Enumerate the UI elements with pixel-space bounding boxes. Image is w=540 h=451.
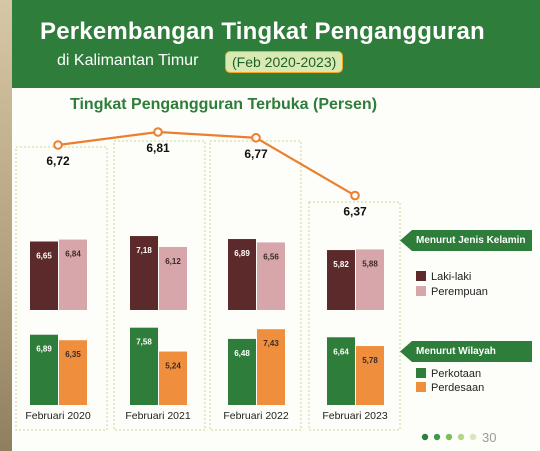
region-bar-label: 5,78: [362, 356, 378, 365]
trend-point: [53, 140, 63, 150]
region-bar-label: 6,64: [333, 347, 349, 356]
legend-perkotaan: Perkotaan: [416, 368, 481, 380]
gender-bar-b: [356, 249, 384, 310]
legend-perempuan: Perempuan: [416, 286, 488, 298]
x-tick-label: Februari 2021: [125, 410, 191, 422]
region-legend-tag: Menurut Wilayah: [400, 341, 532, 362]
region-bar-b: [356, 346, 384, 405]
page-dot: [457, 433, 465, 441]
legend-perkotaan-swatch: [416, 368, 426, 378]
legend-laki: Laki-laki: [416, 271, 471, 283]
year-box: [308, 201, 401, 431]
region-bar-a: [30, 334, 58, 405]
trend-value-label: 6,77: [244, 147, 268, 161]
region-bar-label: 5,24: [165, 362, 181, 371]
gender-bar-label: 6,12: [165, 257, 181, 266]
region-bar-label: 6,89: [36, 345, 52, 354]
page-dot: [433, 433, 441, 441]
period-badge: (Feb 2020-2023): [225, 51, 344, 73]
region-bar-a: [130, 327, 158, 405]
gender-bar-a: [30, 241, 58, 310]
x-tick-label: Februari 2022: [223, 410, 289, 422]
trend-point: [251, 132, 261, 143]
gender-bar-b: [159, 246, 187, 310]
region-bar-a: [228, 338, 256, 405]
legend-perempuan-label: Perempuan: [431, 286, 488, 298]
legend-perempuan-swatch: [416, 286, 426, 296]
legend-laki-label: Laki-laki: [431, 271, 472, 283]
region-bar-b: [257, 329, 285, 405]
pagination-dots: [421, 433, 477, 441]
region-bar-a: [327, 337, 355, 405]
legend-perkotaan-label: Perkotaan: [431, 368, 482, 380]
gender-bar-a: [130, 236, 158, 310]
gender-bar-label: 5,88: [362, 259, 378, 268]
legend-perdesaan: Perdesaan: [416, 382, 484, 394]
legend-perdesaan-swatch: [416, 382, 426, 392]
legend-laki-swatch: [416, 271, 426, 281]
trend-value-label: 6,81: [146, 141, 170, 155]
gender-bar-label: 6,56: [263, 252, 279, 261]
region-bar-label: 7,58: [136, 338, 152, 347]
gender-bar-b: [59, 239, 87, 310]
region-bar-label: 6,35: [65, 350, 81, 359]
slide-title: Perkembangan Tingkat Pengangguran: [40, 18, 485, 45]
year-box: [113, 140, 206, 431]
page-dot: [469, 433, 477, 441]
x-tick-label: Februari 2020: [25, 410, 91, 422]
region-bar-b: [59, 340, 87, 405]
chart-title: Tingkat Pengangguran Terbuka (Persen): [70, 96, 378, 113]
gender-bar-a: [327, 250, 355, 310]
gender-bar-label: 7,18: [136, 246, 152, 255]
trend-point: [153, 127, 163, 137]
slide-subtitle: di Kalimantan Timur: [57, 52, 199, 69]
page-number: 30: [482, 430, 497, 445]
trend-line: [57, 130, 356, 197]
background-photo-strip: [0, 0, 12, 451]
gender-bar-a: [228, 239, 256, 310]
trend-point: [350, 190, 360, 201]
legend-perdesaan-label: Perdesaan: [431, 382, 485, 394]
trend-value-label: 6,72: [46, 154, 70, 168]
gender-legend-tag: Menurut Jenis Kelamin: [400, 230, 532, 251]
region-bar-label: 6,48: [234, 349, 250, 358]
region-bar-b: [159, 351, 187, 405]
gender-bar-label: 5,82: [333, 260, 349, 269]
region-bar-label: 7,43: [263, 339, 279, 348]
trend-value-label: 6,37: [343, 205, 367, 219]
gender-bar-label: 6,65: [36, 252, 52, 261]
x-tick-label: Februari 2023: [322, 410, 388, 422]
page-dot: [445, 433, 453, 441]
header-banner: [12, 0, 540, 88]
gender-bar-label: 6,89: [234, 249, 250, 258]
gender-bar-b: [257, 242, 285, 310]
page-dot: [421, 433, 429, 441]
gender-bar-label: 6,84: [65, 250, 81, 259]
